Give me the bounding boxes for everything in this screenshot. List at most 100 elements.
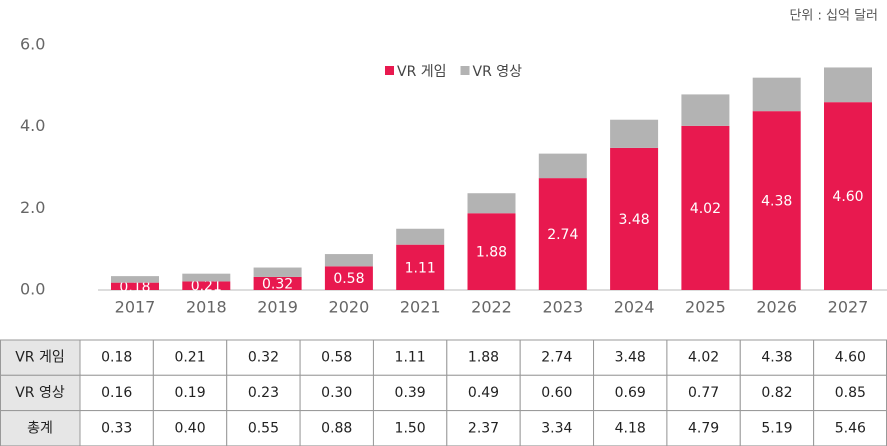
row-header: VR 게임	[15, 350, 65, 366]
table-cell	[739, 374, 815, 412]
y-tick-label: 2.0	[20, 198, 45, 217]
table-value: 0.58	[321, 350, 352, 366]
table-cell	[446, 410, 521, 446]
table-value: 0.19	[174, 385, 205, 401]
table-cell	[666, 374, 741, 412]
table-value: 1.50	[395, 420, 426, 436]
table-cell	[372, 374, 448, 412]
table-value: 0.30	[321, 385, 352, 401]
table-cell	[519, 410, 595, 446]
data-label: 0.21	[191, 279, 222, 295]
table-value: 5.46	[835, 420, 866, 436]
data-label: 4.60	[832, 189, 863, 205]
x-tick-label: 2018	[186, 298, 227, 317]
table-value: 0.60	[541, 385, 572, 401]
legend-label: VR 게임	[397, 64, 447, 80]
row-header: 총계	[27, 420, 53, 436]
table-value: 0.23	[248, 385, 279, 401]
table-cell	[446, 339, 521, 376]
table-value: 0.85	[835, 385, 866, 401]
bar-segment	[324, 254, 373, 267]
bar-segment	[824, 67, 872, 103]
data-label: 4.38	[761, 194, 792, 210]
table-value: 4.60	[835, 350, 866, 366]
table-cell	[226, 374, 301, 412]
y-tick-label: 6.0	[20, 35, 45, 54]
bar-segment	[752, 111, 801, 291]
row-header-cell	[0, 374, 81, 412]
table-value: 0.88	[321, 420, 352, 436]
bar-segment	[253, 267, 302, 277]
bar-segment	[253, 276, 302, 290]
x-tick-label: 2024	[614, 298, 655, 317]
bar-segment	[111, 276, 159, 283]
x-tick-label: 2022	[471, 298, 512, 317]
table-value: 0.40	[174, 420, 205, 436]
table-cell	[226, 410, 301, 446]
bar-segment	[467, 213, 516, 290]
bar-segment	[396, 244, 445, 290]
table-value: 2.37	[468, 420, 499, 436]
x-tick-label: 2025	[685, 298, 726, 317]
table-value: 0.55	[248, 420, 279, 436]
x-tick-label: 2017	[115, 298, 156, 317]
table-value: 0.33	[101, 420, 132, 436]
bar-segment	[752, 77, 801, 112]
x-tick-label: 2020	[329, 298, 370, 317]
x-tick-label: 2027	[828, 298, 869, 317]
bar-segment	[111, 282, 159, 290]
table-value: 3.48	[615, 350, 646, 366]
bar-segment	[396, 228, 445, 245]
table-cell	[152, 339, 228, 376]
table-cell	[372, 339, 448, 376]
table-value: 0.69	[615, 385, 646, 401]
table-value: 0.82	[761, 385, 792, 401]
data-label: 1.11	[405, 260, 436, 276]
table-value: 4.02	[688, 350, 719, 366]
x-tick-label: 2026	[756, 298, 797, 317]
table-value: 0.21	[174, 350, 205, 366]
table-value: 2.74	[541, 350, 572, 366]
table-value: 4.79	[688, 420, 719, 436]
table-value: 5.19	[761, 420, 792, 436]
table-value: 0.49	[468, 385, 499, 401]
data-label: 1.88	[476, 245, 507, 261]
bar-segment	[182, 281, 231, 290]
table-value: 0.77	[688, 385, 719, 401]
table-value: 3.34	[541, 420, 572, 436]
bar-segment	[681, 94, 730, 126]
table-cell	[813, 339, 887, 376]
bar-segment	[681, 125, 730, 290]
data-label: 0.32	[262, 276, 293, 292]
unit-note: 단위 : 십억 달러	[789, 9, 878, 24]
data-label: 3.48	[619, 212, 650, 228]
legend-label: VR 영상	[473, 64, 523, 80]
table-value: 4.38	[761, 350, 792, 366]
bar-segment	[538, 178, 587, 290]
table-cell	[79, 374, 154, 412]
table-cell	[299, 410, 374, 446]
y-tick-label: 0.0	[20, 280, 45, 299]
table-value: 4.18	[615, 420, 646, 436]
bar-segment	[610, 119, 659, 148]
table-cell	[299, 339, 374, 376]
table-value: 0.32	[248, 350, 279, 366]
table-value: 0.18	[101, 350, 132, 366]
data-label: 4.02	[690, 201, 721, 217]
x-tick-label: 2023	[542, 298, 583, 317]
table-cell	[593, 410, 668, 446]
bar-segment	[182, 273, 231, 282]
row-header: VR 영상	[15, 385, 65, 401]
table-value: 0.39	[395, 385, 426, 401]
table-value: 1.11	[395, 350, 426, 366]
data-label: 0.58	[333, 271, 364, 287]
bar-segment	[324, 266, 373, 290]
bar-segment	[824, 102, 872, 291]
table-cell	[813, 410, 887, 446]
table-cell	[519, 374, 595, 412]
table-value: 0.16	[101, 385, 132, 401]
bar-segment	[467, 193, 516, 214]
bar-segment	[538, 153, 587, 179]
table-value: 1.88	[468, 350, 499, 366]
y-tick-label: 4.0	[20, 116, 45, 135]
